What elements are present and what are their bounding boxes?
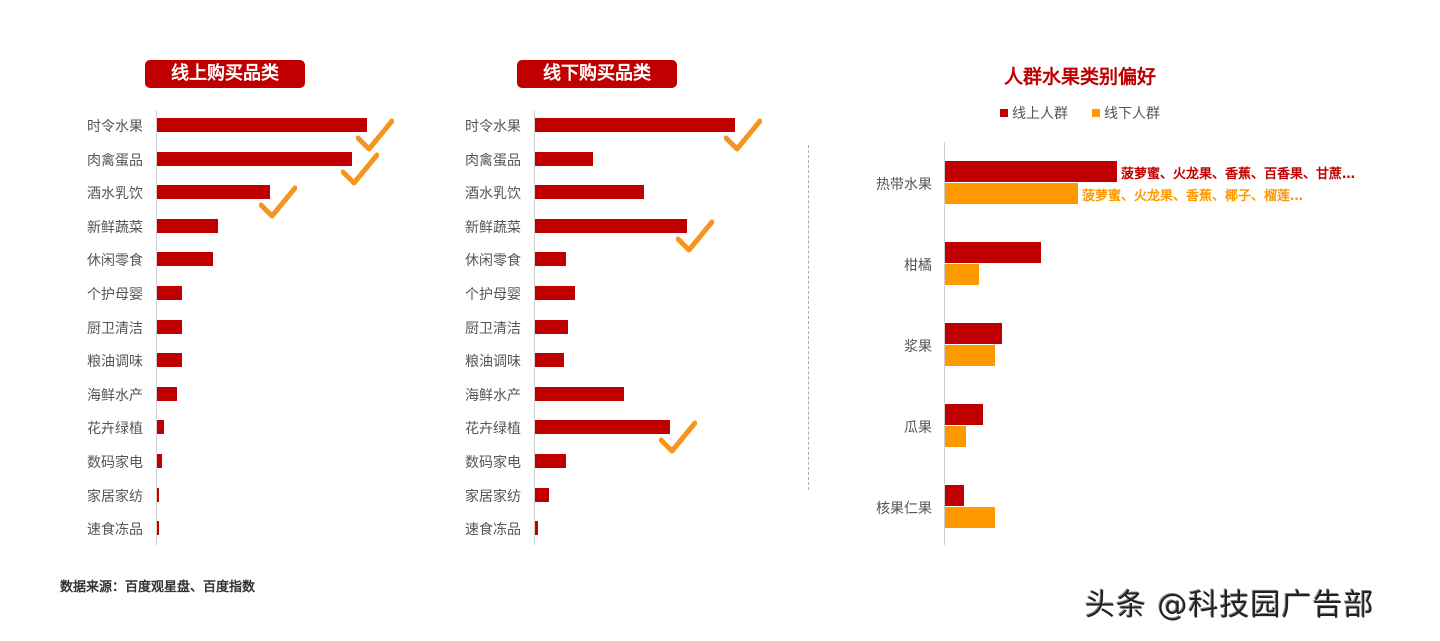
offline-chart-title: 线下购买品类 xyxy=(517,60,677,88)
offline-category-label: 花卉绿植 xyxy=(465,421,521,438)
online-chart-axis xyxy=(156,110,157,545)
online-bar xyxy=(157,319,182,334)
offline-bar xyxy=(535,218,687,233)
online-bar xyxy=(157,185,270,200)
offline-bar xyxy=(535,252,566,267)
legend-swatch-online xyxy=(1000,109,1008,117)
section-divider xyxy=(808,145,809,490)
online-category-label: 个护母婴 xyxy=(87,287,143,303)
offline-category-label: 新鲜蔬菜 xyxy=(465,219,521,236)
online-bar xyxy=(157,286,182,300)
legend-label-offline: 线下人群 xyxy=(1104,106,1160,122)
offline-category-label: 休闲零食 xyxy=(465,253,521,270)
offline-category-label: 数码家电 xyxy=(465,455,521,471)
offline-fruit-annotation: 菠萝蜜、火龙果、香蕉、椰子、榴莲… xyxy=(1082,189,1304,204)
online-category-label: 家居家纺 xyxy=(87,488,143,505)
checkmark-icon xyxy=(675,219,715,253)
offline-bar xyxy=(535,319,568,334)
offline-bar xyxy=(535,286,575,300)
offline-category-label: 酒水乳饮 xyxy=(465,186,521,203)
legend-item-online: 线上人群 xyxy=(1000,103,1068,123)
offline-crowd-bar xyxy=(945,345,995,366)
online-category-label: 粮油调味 xyxy=(87,354,143,371)
online-category-label: 海鲜水产 xyxy=(87,387,143,404)
offline-bar xyxy=(535,386,624,401)
checkmark-icon xyxy=(258,185,298,219)
online-bar xyxy=(157,353,182,368)
offline-bar xyxy=(535,454,566,468)
offline-bar xyxy=(535,118,735,132)
online-category-label: 速食冻品 xyxy=(87,522,143,539)
offline-bar xyxy=(535,420,670,435)
offline-crowd-bar xyxy=(945,183,1078,204)
offline-category-label: 家居家纺 xyxy=(465,488,521,505)
legend-swatch-offline xyxy=(1092,109,1100,117)
offline-category-label: 速食冻品 xyxy=(465,522,521,539)
offline-bar xyxy=(535,151,593,166)
fruit-category-label: 热带水果 xyxy=(876,177,932,193)
online-category-label: 花卉绿植 xyxy=(87,421,143,438)
online-bar xyxy=(157,420,164,435)
offline-bar xyxy=(535,521,538,536)
offline-category-label: 时令水果 xyxy=(465,119,521,135)
fruit-chart-axis xyxy=(944,142,945,545)
offline-category-label: 海鲜水产 xyxy=(465,387,521,404)
online-category-label: 新鲜蔬菜 xyxy=(87,219,143,236)
offline-category-label: 肉禽蛋品 xyxy=(465,152,521,169)
offline-bar xyxy=(535,487,549,502)
fruit-chart-legend: 线上人群 线下人群 xyxy=(1000,103,1160,123)
checkmark-icon xyxy=(340,152,380,186)
offline-crowd-bar xyxy=(945,507,995,528)
offline-category-label: 个护母婴 xyxy=(465,287,521,303)
fruit-category-label: 核果仁果 xyxy=(876,501,932,517)
fruit-chart-title: 人群水果类别偏好 xyxy=(1003,66,1156,88)
offline-crowd-bar xyxy=(945,426,966,447)
fruit-category-label: 瓜果 xyxy=(904,420,932,436)
offline-bar xyxy=(535,185,644,200)
online-bar xyxy=(157,487,159,502)
watermark: 头条 @科技园广告部 xyxy=(1085,588,1375,623)
online-crowd-bar xyxy=(945,404,983,425)
online-bar xyxy=(157,151,352,166)
checkmark-icon xyxy=(658,420,698,454)
online-bar xyxy=(157,218,218,233)
online-crowd-bar xyxy=(945,323,1002,344)
online-bar xyxy=(157,454,162,468)
online-crowd-bar xyxy=(945,485,964,506)
fruit-category-label: 柑橘 xyxy=(904,258,932,274)
offline-category-label: 粮油调味 xyxy=(465,354,521,371)
online-fruit-annotation: 菠萝蜜、火龙果、香蕉、百香果、甘蔗… xyxy=(1121,167,1356,182)
offline-chart-axis xyxy=(534,110,535,545)
fruit-category-label: 浆果 xyxy=(904,339,932,355)
online-category-label: 休闲零食 xyxy=(87,253,143,270)
online-bar xyxy=(157,118,367,132)
checkmark-icon xyxy=(723,118,763,152)
online-category-label: 数码家电 xyxy=(87,455,143,471)
online-bar xyxy=(157,386,177,401)
online-category-label: 厨卫清洁 xyxy=(87,320,143,337)
online-bar xyxy=(157,252,213,267)
offline-category-label: 厨卫清洁 xyxy=(465,320,521,337)
legend-label-online: 线上人群 xyxy=(1012,106,1068,122)
data-source-note: 数据来源：百度观星盘、百度指数 xyxy=(60,580,256,595)
online-category-label: 时令水果 xyxy=(87,119,143,135)
online-category-label: 肉禽蛋品 xyxy=(87,152,143,169)
online-bar xyxy=(157,521,159,536)
checkmark-icon xyxy=(355,118,395,152)
offline-crowd-bar xyxy=(945,264,979,285)
online-chart-title: 线上购买品类 xyxy=(145,60,305,88)
legend-item-offline: 线下人群 xyxy=(1092,103,1160,123)
online-crowd-bar xyxy=(945,242,1041,263)
online-category-label: 酒水乳饮 xyxy=(87,186,143,203)
online-crowd-bar xyxy=(945,161,1117,182)
offline-bar xyxy=(535,353,564,368)
